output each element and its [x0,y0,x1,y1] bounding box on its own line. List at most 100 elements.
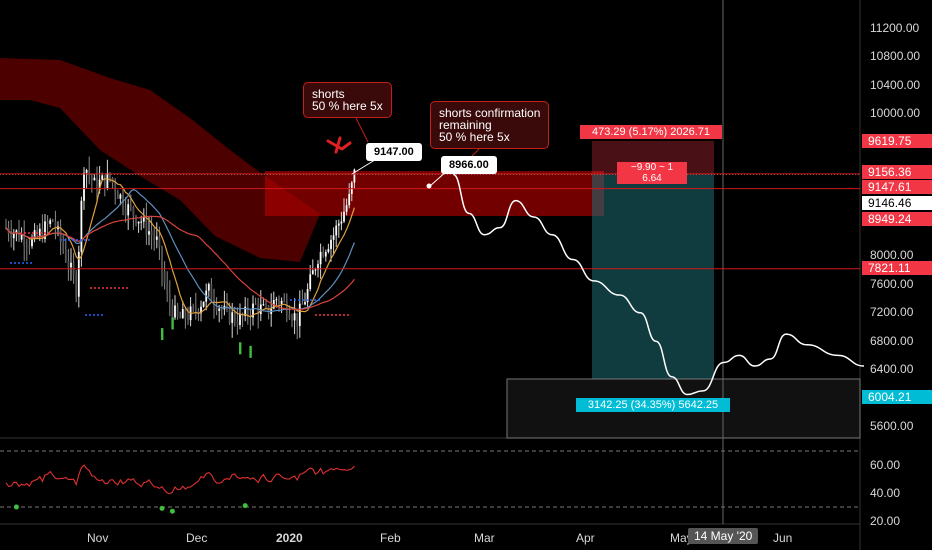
candle-body [67,260,70,268]
airplane-icon [326,136,352,154]
candle-body [93,177,96,181]
rsi-line [5,464,355,495]
candle-body [278,299,280,304]
candle-body [153,235,156,240]
candle-body [51,220,54,222]
candle-body [62,241,65,250]
note-confirmation: shorts confirmation remaining 50 % here … [430,101,550,149]
moving-averages [5,178,355,318]
candle-body [101,175,104,180]
candle-body [283,300,286,302]
candle-body [119,194,122,199]
candle-body [324,251,327,257]
price-tag: 9147.61 [862,180,932,194]
entry-label: −9.90 ~ 1 6.64 [617,162,687,184]
time-label: Apr [576,531,595,545]
candle-body [246,306,249,316]
candle-green [249,345,252,358]
candle-body [137,221,140,224]
candle-body [210,284,213,301]
price-tick: 7200.00 [870,305,914,319]
candle-body [275,299,278,301]
callout-9147: 9147.00 [366,143,422,161]
candle-body [98,179,101,191]
candle-body [70,262,72,268]
candle-body [244,306,247,316]
candle-body [148,231,150,235]
target-zone [592,174,714,398]
candle-body [127,204,130,216]
candle-body [296,313,299,327]
forecast-path [426,173,865,396]
candle-body [233,312,236,322]
candle-body [262,304,265,306]
candle-body [49,220,52,224]
candle-body [197,310,200,314]
candle-body [155,236,158,240]
candle-body [163,271,166,284]
candle-body [31,238,33,247]
candle-body [348,194,351,206]
candle-body [96,177,98,191]
candle-body [330,239,332,249]
forecast-line [452,173,865,396]
candle-body [142,216,145,222]
candle-body [291,318,293,321]
rsi-tick: 20.00 [870,514,901,528]
candle-body [226,305,228,307]
candle-body [228,305,231,323]
price-tick: 10800.00 [870,49,921,63]
candle-body [20,235,23,240]
candle-body [161,246,163,272]
candle-body [23,235,26,246]
candle-body [77,251,80,297]
time-label: Feb [380,531,401,545]
candle-body [202,301,205,307]
candle-body [124,208,127,216]
horizontal-lines [0,173,860,270]
candle-body [314,269,317,271]
candle-body [166,283,169,294]
red-cloud [0,58,320,262]
candle-body [44,221,46,239]
candle-body [254,303,257,305]
candle-body [184,309,187,319]
candle-body [64,249,67,261]
candle-body [168,293,171,305]
candle-body [340,221,343,224]
candle-body [298,303,301,327]
candle-body [85,170,88,173]
price-tag: 9156.36 [862,165,932,179]
candle-body [335,225,338,236]
candle-body [265,304,267,306]
candle-body [207,284,210,291]
candle-body [129,204,132,208]
candle-body [109,172,111,179]
candle-body [200,306,202,314]
candle-body [46,221,49,224]
price-tag-stop: 9619.75 [862,134,932,148]
note-shorts: shorts 50 % here 5x [303,82,392,118]
price-tag-target: 6004.21 [862,390,932,404]
candle-body [88,170,91,176]
candle-body [319,251,322,265]
candle-body [218,308,221,311]
time-cursor-label: 14 May '20 [688,528,759,544]
rsi-oversold-mark [13,504,19,510]
time-label: May [670,531,693,545]
candle-body [75,275,78,297]
candle-body [38,228,41,236]
time-label: 2020 [276,531,303,545]
candle-body [309,274,312,290]
stop-label: 473.29 (5.17%) 2026.71 [580,125,722,139]
candle-body [293,313,296,321]
candle-body [83,172,85,201]
candle-body [280,300,283,304]
candle-body [181,309,184,319]
price-tick: 6400.00 [870,362,914,376]
rsi-pane [0,450,860,514]
candle-body [327,248,330,252]
